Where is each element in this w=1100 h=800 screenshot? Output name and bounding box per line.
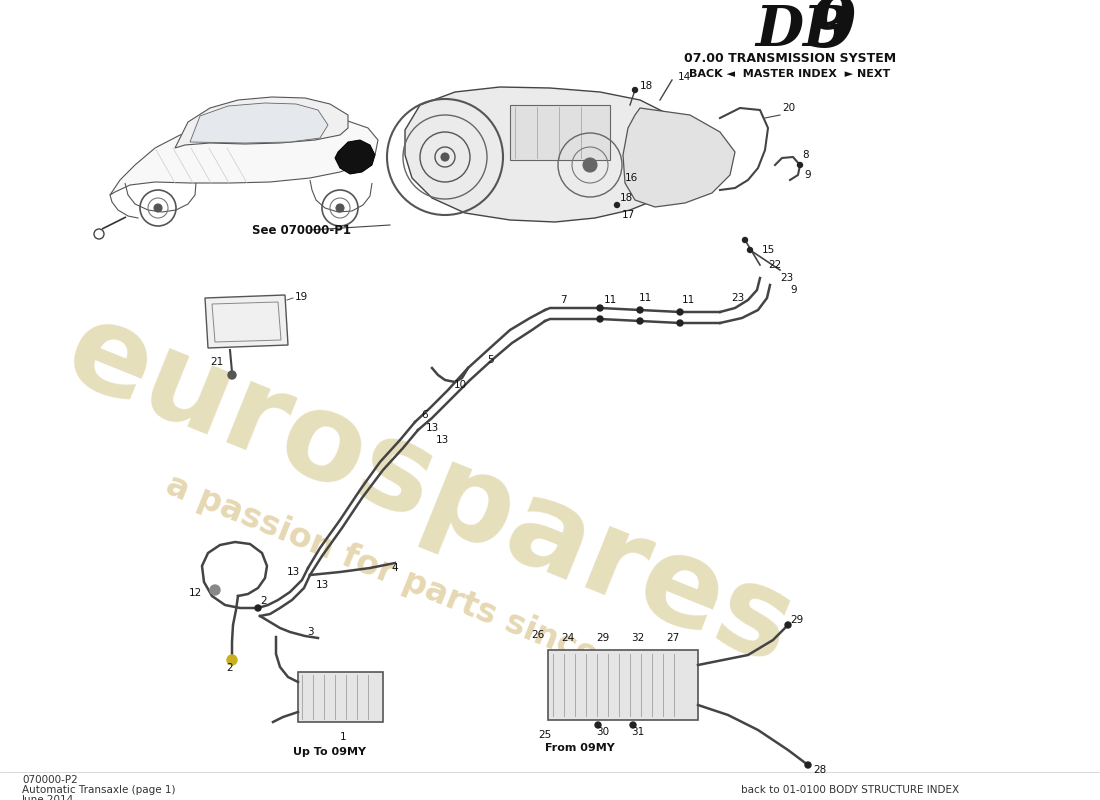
Text: 12: 12 — [189, 588, 202, 598]
Text: 2: 2 — [227, 663, 233, 673]
Polygon shape — [405, 87, 690, 222]
Text: 23: 23 — [780, 273, 793, 283]
Text: 10: 10 — [453, 380, 466, 390]
Circle shape — [595, 722, 601, 728]
Text: 21: 21 — [210, 357, 223, 367]
Polygon shape — [110, 115, 378, 195]
Text: 9: 9 — [790, 285, 796, 295]
Circle shape — [742, 238, 748, 242]
Text: 24: 24 — [561, 633, 574, 643]
Circle shape — [676, 309, 683, 315]
Polygon shape — [190, 103, 328, 143]
Text: 26: 26 — [531, 630, 544, 640]
Text: a passion for parts since 1985: a passion for parts since 1985 — [161, 469, 700, 711]
Text: 8: 8 — [803, 150, 810, 160]
Text: 3: 3 — [307, 627, 314, 637]
Text: 31: 31 — [631, 727, 645, 737]
Text: See 070000-P1: See 070000-P1 — [252, 223, 351, 237]
Circle shape — [597, 305, 603, 311]
Text: 29: 29 — [790, 615, 803, 625]
Text: 9: 9 — [805, 170, 812, 180]
Text: 32: 32 — [631, 633, 645, 643]
Circle shape — [748, 247, 752, 253]
Text: Automatic Transaxle (page 1): Automatic Transaxle (page 1) — [22, 785, 176, 795]
Text: 20: 20 — [782, 103, 795, 113]
Text: BACK ◄  MASTER INDEX  ► NEXT: BACK ◄ MASTER INDEX ► NEXT — [690, 69, 891, 79]
Circle shape — [805, 762, 811, 768]
Text: 15: 15 — [762, 245, 776, 255]
Text: eurospares: eurospares — [50, 291, 811, 689]
Text: 27: 27 — [667, 633, 680, 643]
Text: Up To 09MY: Up To 09MY — [293, 747, 366, 757]
Polygon shape — [205, 295, 288, 348]
Text: 19: 19 — [295, 292, 308, 302]
Text: 4: 4 — [392, 563, 398, 573]
Text: 11: 11 — [638, 293, 651, 303]
Text: 17: 17 — [621, 210, 636, 220]
Bar — [510, 105, 610, 160]
Circle shape — [255, 605, 261, 611]
Polygon shape — [175, 97, 348, 148]
Text: 23: 23 — [732, 293, 745, 303]
Text: 14: 14 — [678, 72, 691, 82]
Text: 1: 1 — [340, 732, 346, 742]
Circle shape — [210, 585, 220, 595]
Text: 22: 22 — [768, 260, 781, 270]
Text: 18: 18 — [620, 193, 634, 203]
Text: 2: 2 — [260, 596, 266, 606]
Text: 07.00 TRANSMISSION SYSTEM: 07.00 TRANSMISSION SYSTEM — [684, 51, 896, 65]
Text: 13: 13 — [287, 567, 300, 577]
Text: 13: 13 — [426, 423, 439, 433]
Circle shape — [798, 162, 803, 167]
Circle shape — [441, 153, 449, 161]
Circle shape — [336, 204, 344, 212]
Polygon shape — [623, 108, 735, 207]
Text: 16: 16 — [625, 173, 638, 183]
Circle shape — [583, 158, 597, 172]
Bar — [298, 672, 383, 722]
Text: 29: 29 — [596, 633, 609, 643]
Text: back to 01-0100 BODY STRUCTURE INDEX: back to 01-0100 BODY STRUCTURE INDEX — [741, 785, 959, 795]
Text: June 2014: June 2014 — [22, 795, 75, 800]
Text: 13: 13 — [436, 435, 449, 445]
Circle shape — [615, 202, 619, 207]
Text: 30: 30 — [596, 727, 609, 737]
Text: 6: 6 — [421, 410, 428, 420]
Text: 11: 11 — [681, 295, 694, 305]
Circle shape — [228, 371, 236, 379]
Text: 25: 25 — [538, 730, 551, 740]
Circle shape — [597, 316, 603, 322]
Circle shape — [785, 622, 791, 628]
Text: 11: 11 — [604, 295, 617, 305]
Text: 28: 28 — [813, 765, 826, 775]
Text: 070000-P2: 070000-P2 — [22, 775, 78, 785]
Bar — [548, 650, 698, 720]
Text: 13: 13 — [316, 580, 329, 590]
Text: 7: 7 — [560, 295, 566, 305]
Polygon shape — [336, 140, 375, 174]
Circle shape — [676, 320, 683, 326]
Circle shape — [227, 655, 236, 665]
Circle shape — [632, 87, 638, 93]
Text: From 09MY: From 09MY — [544, 743, 615, 753]
Text: DB: DB — [755, 2, 850, 58]
Text: 18: 18 — [640, 81, 653, 91]
Circle shape — [637, 318, 644, 324]
Circle shape — [630, 722, 636, 728]
Circle shape — [154, 204, 162, 212]
Text: 5: 5 — [486, 355, 493, 365]
Text: 9: 9 — [808, 0, 857, 62]
Circle shape — [637, 307, 644, 313]
